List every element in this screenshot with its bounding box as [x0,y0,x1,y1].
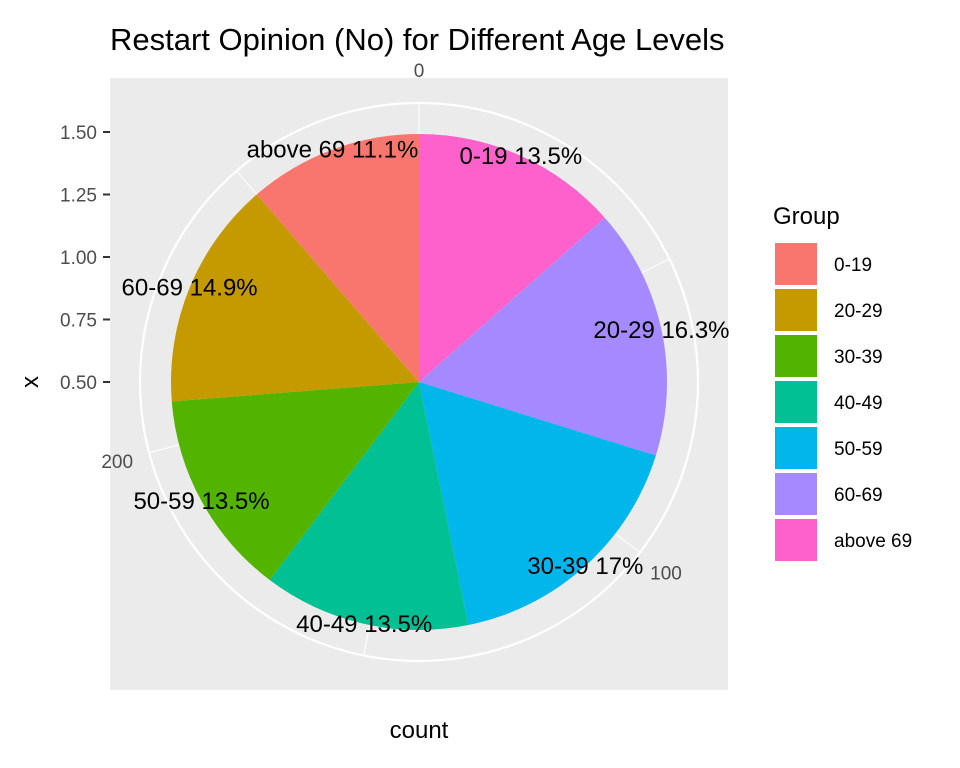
legend-label: 60-69 [834,485,883,506]
angle-tick-labels: 0 100 200 [101,61,682,585]
y-axis: 0.50 0.75 1.00 1.25 1.50 [60,123,110,394]
angle-tick-label: 200 [101,452,133,473]
legend-key [775,427,817,469]
legend-key [775,473,817,515]
legend-label: 50-59 [834,439,883,460]
slice-label: 0-19 13.5% [459,143,582,170]
pie-slice-4 [171,382,419,581]
x-axis-title: count [390,717,449,744]
legend-items: 0-19 20-29 30-39 40-49 50-59 60-69 above 69 [775,243,912,561]
legend-key [775,519,817,561]
legend-key [775,335,817,377]
slice-label: 20-29 16.3% [593,317,729,344]
slice-label: 50-59 13.5% [133,488,269,515]
slice-label: 30-39 17% [527,553,643,580]
legend-key [775,289,817,331]
y-tick-label: 0.50 [60,373,97,394]
legend-title: Group [773,203,840,230]
y-tick-label: 1.25 [60,186,97,207]
slice-label: above 69 11.1% [247,137,419,164]
legend-label: 20-29 [834,301,883,322]
y-tick-label: 1.50 [60,123,97,144]
legend-label: 30-39 [834,347,883,368]
pie-slice-1 [419,217,667,456]
y-axis-title: x [17,376,44,388]
slice-label: 40-49 13.5% [296,611,432,638]
legend: Group 0-19 20-29 30-39 40-49 50-59 60-69 above… [773,203,912,561]
legend-key [775,243,817,285]
angle-tick-label: 0 [414,61,425,82]
pie-slice-2 [419,382,656,626]
legend-label: above 69 [834,531,912,552]
slice-labels: 0-19 13.5% 20-29 16.3% 30-39 17% 40-49 13.5… [122,137,730,638]
legend-key [775,381,817,423]
slice-label: 60-69 14.9% [122,275,258,302]
pie-slice-0 [419,134,605,382]
chart-title: Restart Opinion (No) for Different Age L… [110,22,725,57]
pie-slice-6 [256,134,419,382]
legend-label: 0-19 [834,255,872,276]
pie-slice-3 [269,382,469,630]
pie-slice-5 [171,194,419,402]
y-tick-label: 0.75 [60,311,97,332]
y-tick-label: 1.00 [60,248,97,269]
angle-tick-label: 100 [650,564,682,585]
pie-slices [171,134,667,630]
legend-label: 40-49 [834,393,883,414]
